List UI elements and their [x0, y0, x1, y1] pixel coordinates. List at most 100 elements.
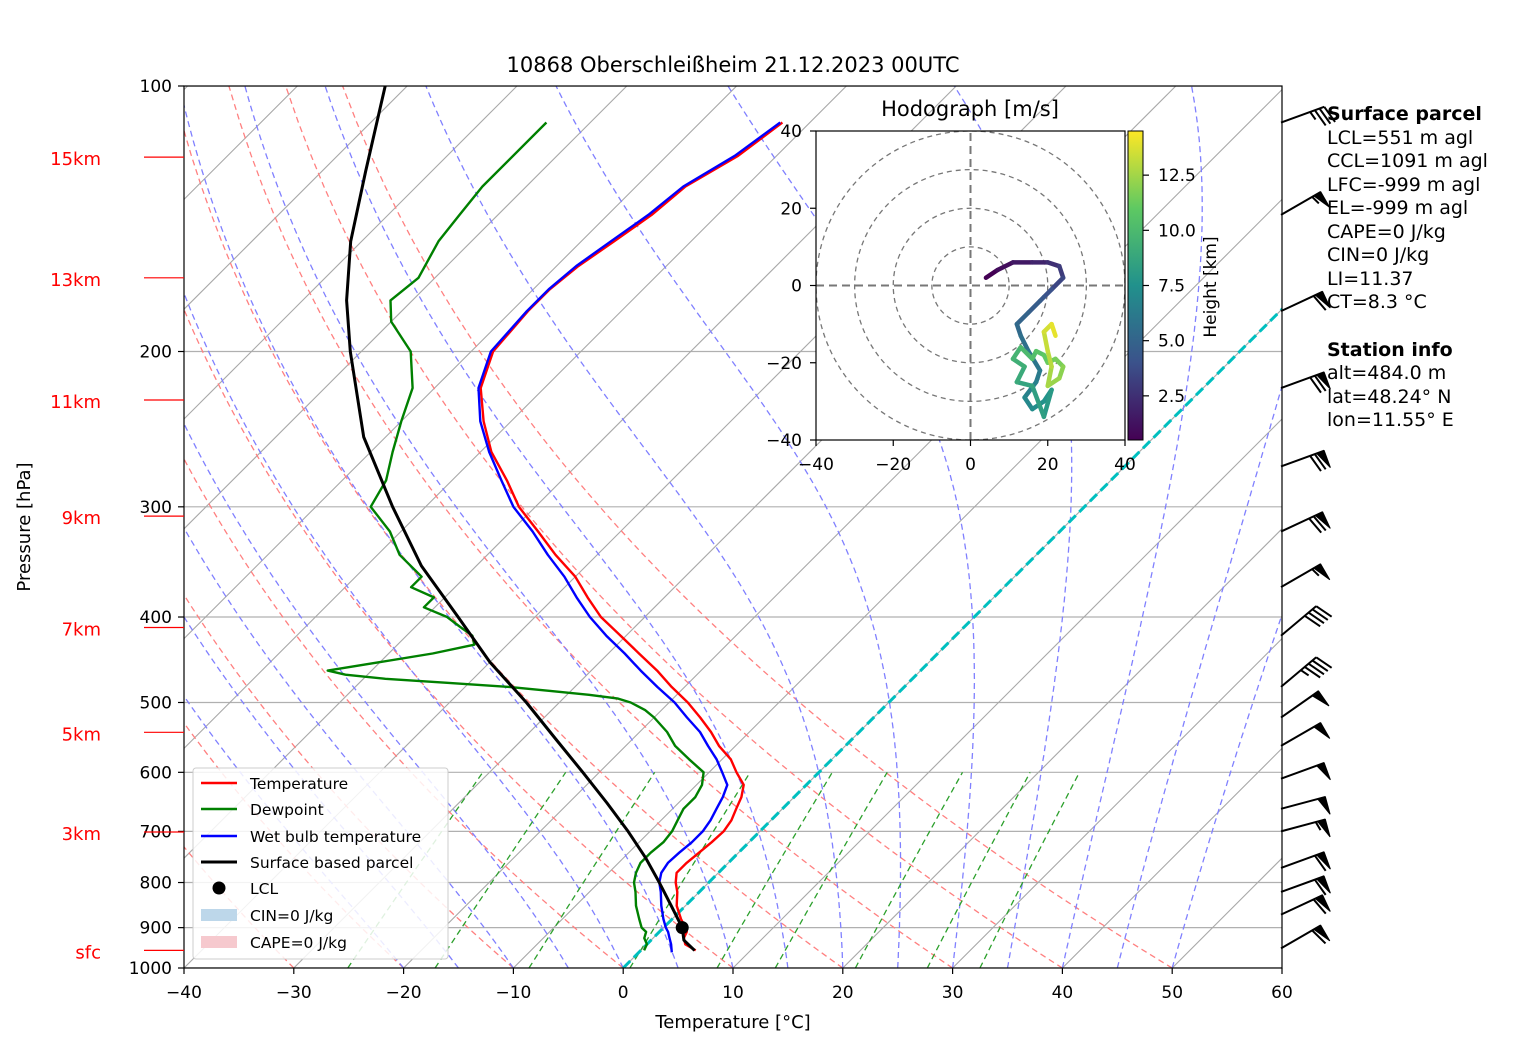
wind-barb-feather — [1304, 614, 1321, 628]
legend-label-temperature: Temperature — [249, 775, 348, 793]
hodograph-y-tick-label: 20 — [780, 199, 802, 219]
hodograph-y-tick-label: −20 — [766, 354, 802, 374]
wind-barb-feather — [1311, 659, 1329, 672]
wind-barb-feather — [1312, 295, 1327, 311]
legend-box — [192, 767, 449, 960]
wind-barb-feather — [1304, 666, 1321, 679]
x-axis-label: Temperature [°C] — [654, 1012, 810, 1033]
isotherm-line — [732, 418, 1282, 968]
mixing-ratio-line — [979, 771, 1081, 968]
wind-barb-staff — [1280, 656, 1317, 688]
x-tick-label: −30 — [276, 983, 312, 1003]
wind-barb-pennant — [1312, 722, 1331, 739]
legend-label-lcl: LCL — [250, 880, 278, 898]
isotherm-line — [184, 86, 408, 310]
wind-barb — [1280, 875, 1331, 896]
wind-barb — [1280, 191, 1331, 216]
wind-barb-pennant — [1315, 371, 1331, 390]
cape-value: CAPE=0 J/kg — [1327, 220, 1446, 243]
height-label: 13km — [50, 270, 101, 291]
moist-adiabat-line — [184, 422, 569, 968]
legend-swatch-cin — [201, 909, 237, 921]
wetbulb-line — [477, 121, 781, 953]
x-tick-label: 50 — [1161, 983, 1183, 1003]
hodograph-segment — [1045, 348, 1054, 369]
hodograph-ticks: −40 −40 −20 −20 0 0 20 20 40 40 — [766, 122, 1136, 475]
hodograph-ring — [892, 207, 1049, 364]
hodograph-segment — [1018, 333, 1031, 354]
ct-value: CT=8.3 °C — [1327, 291, 1427, 313]
wind-barb-feather — [1314, 453, 1327, 470]
hodograph-trace — [983, 260, 1066, 420]
height-label: 15km — [50, 149, 101, 170]
isotherm-line — [513, 198, 1282, 968]
wind-barb — [1280, 722, 1331, 747]
colorbar-tick-label: 5.0 — [1158, 332, 1185, 352]
hodograph-segment — [983, 267, 1000, 281]
wind-barb — [1280, 371, 1331, 394]
hodograph-segment — [1022, 379, 1039, 400]
wind-barb-feather — [1318, 107, 1332, 125]
wind-barb — [1280, 449, 1331, 472]
x-tick-label: 0 — [618, 983, 629, 1003]
hodograph-ring — [853, 168, 1088, 403]
colorbar-label: Height [km] — [1201, 236, 1221, 337]
height-label: sfc — [75, 942, 101, 963]
isotherm-line — [952, 637, 1282, 968]
wind-barb — [1280, 656, 1333, 688]
dry-adiabat-line — [184, 307, 734, 968]
colorbar-ticks: 2.5 5.0 7.5 10.0 12.5 — [1143, 166, 1196, 407]
wind-barb-pennant — [1315, 762, 1331, 781]
wind-barb-pennant — [1315, 450, 1331, 468]
wind-barb-feather — [1308, 517, 1322, 534]
wind-barb-feather — [1311, 929, 1327, 945]
isotherm-line — [842, 528, 1282, 968]
lcl-value: LCL=551 m agl — [1327, 126, 1474, 149]
height-labels: 15km 13km 11km 9km 7km 5km 3km sfc — [50, 149, 184, 963]
el-value: EL=-999 m agl — [1327, 197, 1469, 219]
station-latitude: lat=48.24° N — [1327, 385, 1452, 408]
isotherm-line — [184, 86, 628, 530]
y-tick-label: 100 — [140, 77, 172, 97]
chart-title: 10868 Oberschleißheim 21.12.2023 00UTC — [507, 53, 960, 77]
x-tick-label: 10 — [722, 983, 744, 1003]
dry-adiabat-line — [184, 457, 624, 968]
wind-barb-half-feather — [1300, 669, 1310, 677]
wind-barb-feather — [1308, 611, 1325, 624]
height-label: 5km — [62, 724, 101, 745]
moist-adiabat-line — [425, 86, 844, 968]
station-altitude: alt=484.0 m — [1327, 362, 1447, 384]
hodograph-segment — [1049, 275, 1066, 292]
li-value: LI=11.37 — [1327, 267, 1414, 290]
isotherm-line — [184, 86, 847, 750]
x-tick-label: 40 — [1052, 983, 1074, 1003]
surface-parcel-heading: Surface parcel — [1327, 103, 1482, 125]
hodograph: Hodograph [m/s] −40 −40 −20 −20 0 0 20 20 40 40 2… — [766, 97, 1221, 475]
moist-adiabat-line — [184, 291, 624, 968]
wind-barb-pennant — [1314, 894, 1331, 912]
hodograph-title: Hodograph [m/s] — [881, 97, 1059, 121]
x-tick-label: −10 — [495, 983, 531, 1003]
wind-barb-pennant — [1314, 291, 1331, 309]
wind-barb-pennant — [1311, 690, 1330, 707]
mixing-ratio-line — [926, 771, 1031, 968]
height-label: 11km — [50, 392, 101, 413]
wind-barb-feather — [1309, 455, 1322, 472]
wind-barb — [1280, 511, 1331, 534]
colorbar-tick-label: 2.5 — [1158, 387, 1185, 407]
hodograph-segment — [1041, 387, 1054, 420]
moist-adiabat-line — [1116, 383, 1282, 968]
hodograph-x-tick-label: 0 — [965, 455, 976, 475]
height-label: 7km — [62, 620, 101, 641]
height-label: 9km — [62, 508, 101, 529]
wind-barb — [1280, 563, 1331, 589]
hodograph-segment — [1010, 345, 1023, 362]
dewpoint-line — [326, 121, 705, 951]
wind-barb-feather — [1323, 106, 1336, 123]
moist-adiabat-line — [184, 526, 514, 968]
station-longitude: lon=11.55° E — [1327, 409, 1454, 431]
x-tick-label: −20 — [386, 983, 422, 1003]
wind-barb — [1280, 105, 1336, 126]
legend-swatch-lcl — [212, 881, 226, 895]
hodograph-x-tick-label: 20 — [1037, 455, 1059, 475]
